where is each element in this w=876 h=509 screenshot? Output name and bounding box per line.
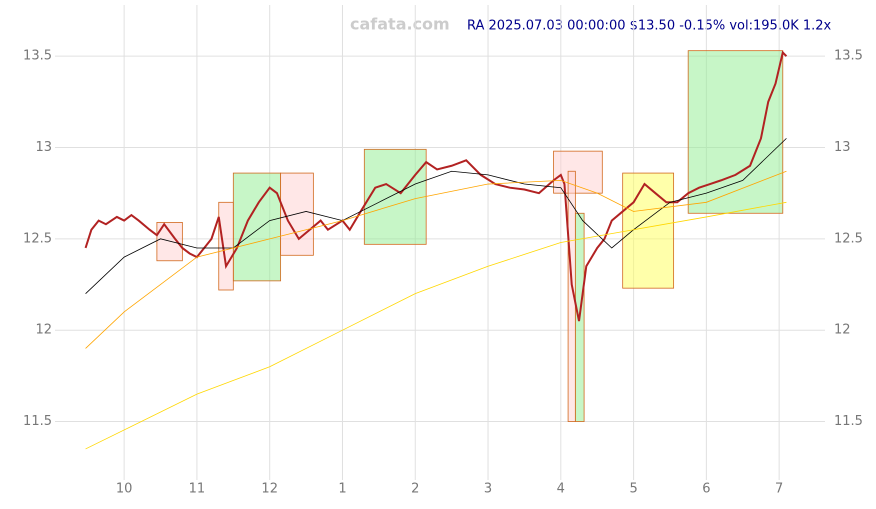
zone xyxy=(687,50,784,214)
y-tick-label: 13 xyxy=(834,140,851,155)
line-ma-short xyxy=(85,138,787,294)
x-tick-label: 5 xyxy=(629,482,637,497)
y-tick-label: 13.5 xyxy=(834,49,863,64)
x-tick-label: 6 xyxy=(702,482,710,497)
x-tick-label: 2 xyxy=(411,482,419,497)
x-tick-label: 12 xyxy=(261,482,278,497)
y-tick-label: 13.5 xyxy=(23,49,52,64)
y-tick-label: 13 xyxy=(35,140,52,155)
x-tick-label: 10 xyxy=(116,482,133,497)
watermark: cafata.com xyxy=(350,15,450,34)
zone xyxy=(622,172,675,289)
y-tick-label: 12 xyxy=(834,323,851,338)
zone xyxy=(218,201,234,291)
x-tick-label: 11 xyxy=(189,482,206,497)
line-ma-mid xyxy=(85,170,787,349)
line-close xyxy=(84,50,788,322)
x-tick-label: 1 xyxy=(338,482,346,497)
zone xyxy=(553,150,603,194)
x-tick-label: 3 xyxy=(484,482,492,497)
y-tick-label: 12 xyxy=(35,323,52,338)
line-ma-long xyxy=(85,201,787,450)
chart-title: RA 2025.07.03 00:00:00 $13.50 -0.15% vol… xyxy=(467,19,832,34)
y-tick-label: 11.5 xyxy=(834,414,863,429)
y-tick-label: 12.5 xyxy=(23,231,52,246)
zone xyxy=(232,172,282,282)
y-tick-label: 12.5 xyxy=(834,231,863,246)
zone xyxy=(363,148,427,245)
y-tick-label: 11.5 xyxy=(23,414,52,429)
x-tick-label: 7 xyxy=(775,482,783,497)
x-tick-label: 4 xyxy=(557,482,565,497)
